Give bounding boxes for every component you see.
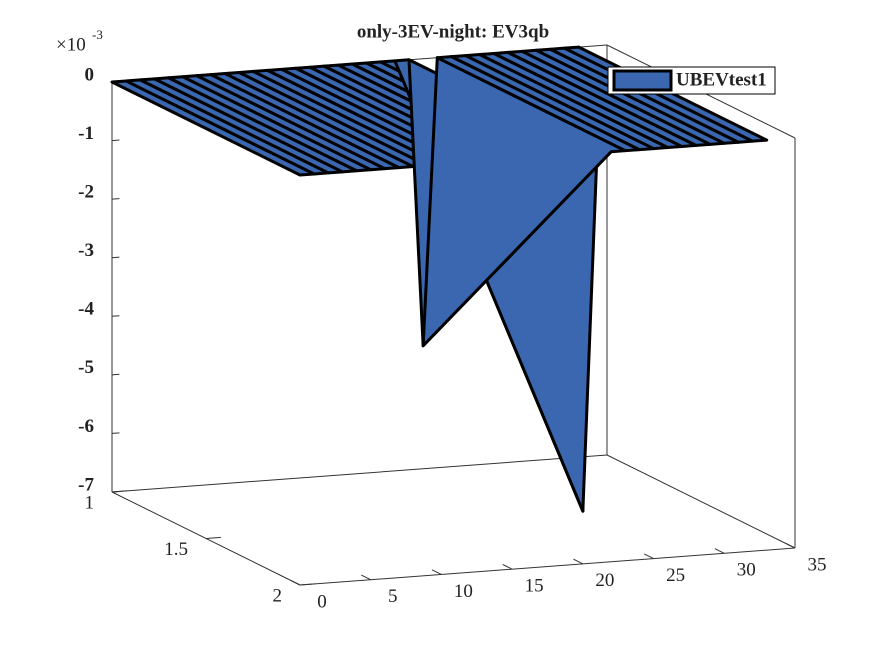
z-tick	[111, 315, 120, 317]
z-tick-label: 0	[85, 64, 95, 85]
z-tick	[111, 198, 120, 200]
z-tick	[111, 256, 120, 259]
y-tick-label: 1	[85, 492, 95, 513]
x-tick	[714, 548, 725, 554]
legend-swatch	[612, 69, 673, 92]
x-tick	[785, 542, 796, 549]
box-edge	[606, 454, 796, 549]
z-tick	[111, 432, 120, 434]
z-tick	[111, 490, 120, 493]
x-tick	[643, 553, 654, 560]
z-tick-label: -2	[78, 182, 94, 203]
z-tick	[111, 373, 120, 376]
z-tick-label: -4	[78, 299, 94, 320]
x-tick	[573, 558, 584, 565]
y-tick-label: 1.5	[164, 539, 188, 560]
x-tick-label: 5	[388, 586, 398, 607]
y-tick	[299, 583, 315, 586]
x-tick-label: 35	[808, 554, 827, 575]
surface	[110, 45, 769, 513]
x-tick-label: 20	[595, 570, 614, 591]
x-tick	[502, 564, 513, 570]
x-tick-label: 25	[666, 565, 685, 586]
z-tick-label: -6	[78, 416, 94, 437]
legend-label: UBEVtest1	[676, 69, 767, 90]
chart-title: only-3EV-night: EV3qb	[357, 21, 549, 42]
z-exponent-base: ×10	[56, 34, 86, 55]
x-tick	[290, 579, 301, 586]
z-tick-label: -5	[78, 357, 94, 378]
y-tick-label: 2	[273, 585, 283, 606]
z-tick	[111, 139, 120, 142]
x-tick-label: 30	[737, 560, 756, 581]
y-tick	[205, 536, 221, 539]
z-exponent: -3	[92, 27, 103, 42]
x-tick-label: 10	[454, 581, 473, 602]
x-tick	[431, 569, 442, 575]
z-tick-label: -1	[78, 123, 94, 144]
x-tick-label: 0	[317, 591, 327, 612]
x-tick	[361, 574, 371, 581]
z-tick-label: -3	[78, 240, 94, 261]
z-tick-label: -7	[78, 474, 94, 495]
x-tick-label: 15	[525, 576, 544, 597]
legend: UBEVtest1	[607, 66, 776, 95]
x-axis	[299, 547, 796, 586]
box-edge	[111, 454, 608, 493]
